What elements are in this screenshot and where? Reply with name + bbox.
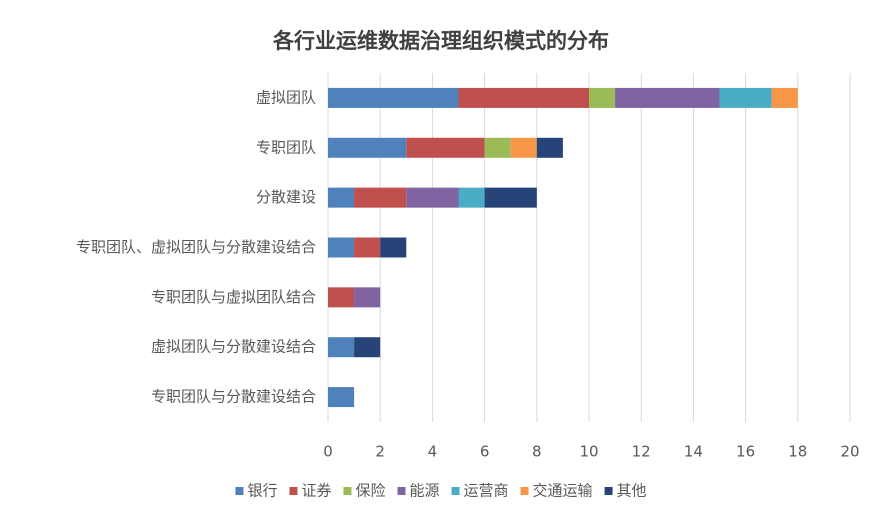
bar-segment <box>406 187 459 208</box>
bar-segment <box>458 87 589 108</box>
x-tick-label: 6 <box>480 443 490 461</box>
legend-swatch <box>520 487 529 495</box>
bar-segment <box>354 287 381 308</box>
bar-segment <box>719 87 772 108</box>
legend-label: 其他 <box>617 482 647 500</box>
bar-segment <box>328 387 355 408</box>
x-tick-label: 2 <box>375 443 385 461</box>
legend-swatch <box>451 487 460 495</box>
x-tick-label: 16 <box>736 443 755 461</box>
y-tick-label: 分散建设 <box>256 188 316 206</box>
bar-segment <box>589 87 616 108</box>
bar-segment <box>328 237 355 258</box>
bar-segment <box>328 87 459 108</box>
bar-segment <box>484 137 511 158</box>
x-tick-label: 14 <box>684 443 703 461</box>
y-tick-label: 专职团队与虚拟团队结合 <box>151 288 316 306</box>
x-tick-label: 0 <box>323 443 333 461</box>
x-tick-label: 4 <box>428 443 438 461</box>
x-tick-label: 12 <box>632 443 651 461</box>
legend-label: 银行 <box>247 482 277 500</box>
bar-segment <box>458 187 485 208</box>
bar-segment <box>536 137 563 158</box>
legend-label: 运营商 <box>464 482 509 500</box>
bar-segment <box>328 287 355 308</box>
legend-swatch <box>604 487 613 495</box>
y-tick-label: 专职团队 <box>256 138 316 156</box>
y-tick-label: 虚拟团队 <box>256 88 316 106</box>
x-tick-label: 8 <box>532 443 542 461</box>
legend-swatch <box>343 487 352 495</box>
legend-swatch <box>397 487 406 495</box>
legend-label: 保险 <box>355 482 385 500</box>
legend-label: 能源 <box>409 482 439 500</box>
bar-segment <box>406 137 485 158</box>
x-tick-label: 18 <box>788 443 807 461</box>
bar-segment <box>354 187 407 208</box>
x-tick-label: 20 <box>840 443 859 461</box>
legend-swatch <box>289 487 298 495</box>
bar-segment <box>484 187 537 208</box>
legend-label: 交通运输 <box>533 482 593 500</box>
bar-segment <box>615 87 720 108</box>
y-tick-label: 虚拟团队与分散建设结合 <box>151 338 316 356</box>
bar-segment <box>380 237 407 258</box>
bar-segment <box>510 137 537 158</box>
y-tick-label: 专职团队与分散建设结合 <box>151 388 316 406</box>
bar-segment <box>354 337 381 358</box>
y-tick-label: 专职团队、虚拟团队与分散建设结合 <box>76 238 316 256</box>
legend-swatch <box>235 487 244 495</box>
x-tick-label: 10 <box>579 443 598 461</box>
chart-title: 各行业运维数据治理组织模式的分布 <box>272 29 609 53</box>
legend-label: 证券 <box>301 482 331 500</box>
bar-segment <box>328 187 355 208</box>
bar-segment <box>328 337 355 358</box>
bar-segment <box>771 87 798 108</box>
bar-segment <box>328 137 407 158</box>
bar-segment <box>354 237 381 258</box>
